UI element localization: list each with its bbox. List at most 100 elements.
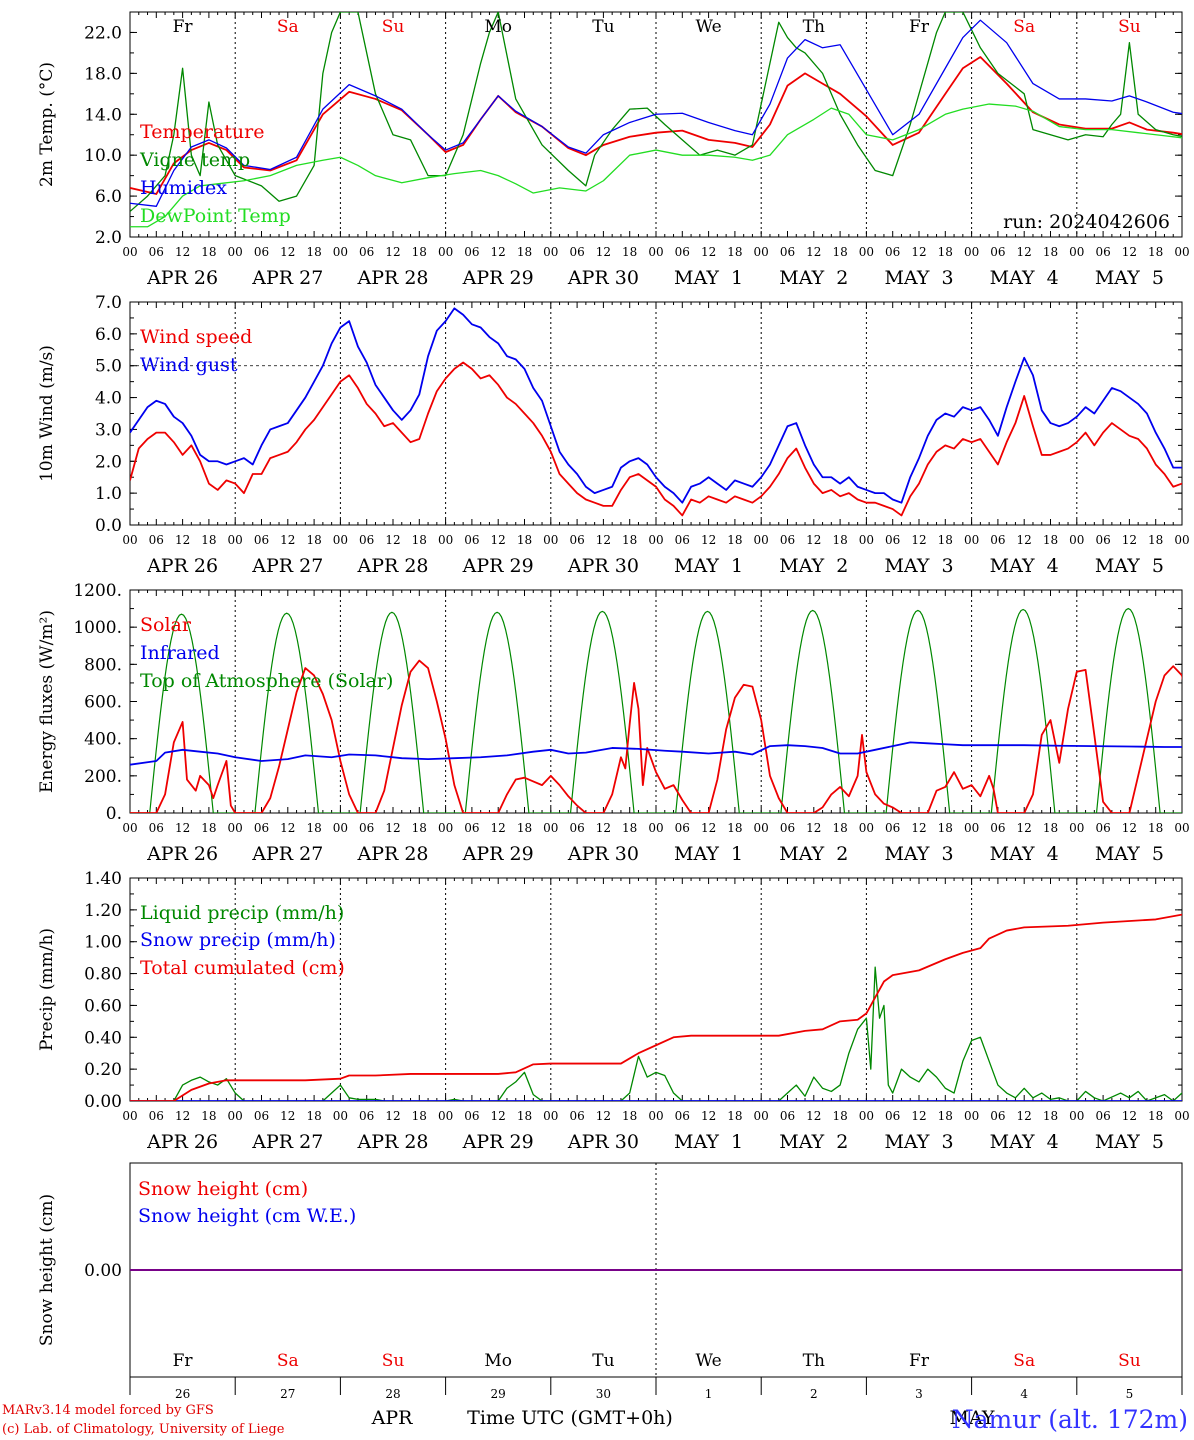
hour-tick-label: 18 [517, 821, 532, 835]
y-tick-label: 1.20 [84, 901, 122, 921]
hour-tick-label: 12 [596, 533, 611, 547]
hour-tick-label: 12 [1017, 245, 1032, 259]
hour-tick-label: 12 [175, 533, 190, 547]
hour-tick-label: 06 [569, 821, 584, 835]
time-axis-title: Time UTC (GMT+0h) [467, 1407, 673, 1429]
hour-tick-label: 00 [964, 533, 979, 547]
hour-tick-label: 06 [1095, 1109, 1110, 1123]
day-name-label: Sa [1013, 1351, 1035, 1371]
hour-tick-label: 18 [938, 245, 953, 259]
hour-tick-label: 06 [780, 821, 795, 835]
day-name-label: Tu [592, 1351, 614, 1371]
hour-tick-label: 18 [1148, 1109, 1163, 1123]
series-line-3 [130, 19, 1182, 207]
date-label: APR 27 [251, 555, 323, 577]
hour-tick-label: 06 [675, 533, 690, 547]
hour-tick-label: 06 [149, 1109, 164, 1123]
run-label: run: 2024042606 [1003, 211, 1170, 233]
hour-tick-label: 06 [254, 821, 269, 835]
hour-tick-label: 00 [333, 1109, 348, 1123]
y-tick-label: 1200. [73, 581, 122, 601]
y-axis-label: 10m Wind (m/s) [37, 345, 57, 482]
day-name-label: Mo [484, 1351, 512, 1371]
hour-tick-label: 06 [254, 1109, 269, 1123]
hour-tick-label: 18 [938, 821, 953, 835]
day-number-label: 1 [705, 1387, 713, 1401]
lab-credit: (c) Lab. of Climatology, University of L… [2, 1422, 285, 1437]
hour-tick-label: 18 [832, 245, 847, 259]
legend-entry: Total cumulated (cm) [140, 957, 345, 979]
hour-tick-label: 18 [1148, 245, 1163, 259]
day-number-label: 5 [1126, 1387, 1134, 1401]
hour-tick-label: 00 [543, 1109, 558, 1123]
hour-tick-label: 00 [648, 1109, 663, 1123]
y-tick-label: 1.40 [84, 869, 122, 889]
hour-tick-label: 18 [201, 821, 216, 835]
legend-entry-toa: Top of Atmosphere (Solar) [140, 670, 393, 692]
day-name-label: Su [382, 17, 405, 37]
hour-tick-label: 12 [385, 821, 400, 835]
panel-3: 00 06 12 18 00 06 12 18 00 06 12 18 00 06 12 18 00 06 12 18… [37, 581, 1190, 865]
model-credit: MARv3.14 model forced by GFS [2, 1403, 214, 1418]
hour-tick-label: 18 [517, 1109, 532, 1123]
hour-tick-label: 00 [754, 245, 769, 259]
y-tick-label: 5.0 [95, 357, 122, 377]
series-line-2 [130, 741, 1182, 766]
legend-entry: Wind gust [140, 354, 238, 376]
hour-tick-label: 12 [911, 245, 926, 259]
hour-tick-label: 12 [701, 1109, 716, 1123]
date-label: APR 29 [462, 555, 534, 577]
date-label: APR 30 [567, 843, 639, 865]
hour-tick-label: 12 [701, 821, 716, 835]
hour-tick-label: 06 [780, 533, 795, 547]
hour-tick-label: 06 [464, 821, 479, 835]
y-tick-label: 1.0 [95, 484, 122, 504]
y-tick-label: 600. [84, 693, 122, 713]
hour-tick-label: 12 [701, 245, 716, 259]
hour-tick-label: 12 [280, 1109, 295, 1123]
hour-tick-label: 12 [385, 1109, 400, 1123]
hour-tick-label: 18 [412, 245, 427, 259]
day-number-label: 28 [385, 1387, 400, 1401]
hour-tick-label: 18 [727, 245, 742, 259]
date-label: APR 30 [567, 267, 639, 289]
y-tick-label: 1.00 [84, 933, 122, 953]
y-tick-label: 0.80 [84, 965, 122, 985]
hour-tick-label: 18 [306, 1109, 321, 1123]
day-number-label: 26 [175, 1387, 190, 1401]
date-label: MAY 5 [1095, 267, 1164, 289]
hour-tick-label: 00 [859, 1109, 874, 1123]
date-label: MAY 1 [674, 843, 743, 865]
hour-tick-label: 12 [385, 533, 400, 547]
hour-tick-label: 12 [280, 533, 295, 547]
hour-tick-label: 00 [1069, 245, 1084, 259]
hour-tick-label: 12 [911, 533, 926, 547]
legend-entry: Wind speed [140, 326, 252, 348]
y-axis-label: Precip (mm/h) [37, 928, 57, 1051]
hour-tick-label: 00 [754, 1109, 769, 1123]
hour-tick-label: 06 [885, 245, 900, 259]
hour-tick-label: 06 [569, 1109, 584, 1123]
day-number-label: 2 [810, 1387, 818, 1401]
hour-tick-label: 18 [832, 821, 847, 835]
hour-tick-label: 00 [964, 1109, 979, 1123]
day-name-label: Fr [909, 17, 930, 37]
date-label: APR 29 [462, 267, 534, 289]
hour-tick-label: 00 [543, 245, 558, 259]
date-label: APR 28 [356, 1131, 428, 1153]
hour-tick-label: 18 [517, 245, 532, 259]
date-label: MAY 5 [1095, 843, 1164, 865]
day-number-label: 4 [1020, 1387, 1028, 1401]
hour-tick-label: 12 [596, 1109, 611, 1123]
hour-tick-label: 06 [359, 1109, 374, 1123]
hour-tick-label: 18 [1043, 1109, 1058, 1123]
hour-tick-label: 12 [701, 533, 716, 547]
hour-tick-label: 06 [149, 821, 164, 835]
day-name-label: Fr [173, 1351, 194, 1371]
footer: MARv3.14 model forced by GFS (c) Lab. of… [2, 1403, 1188, 1437]
y-tick-label: 7.0 [95, 293, 122, 313]
hour-tick-label: 00 [228, 245, 243, 259]
hour-tick-label: 18 [201, 533, 216, 547]
day-name-label: Sa [1013, 17, 1035, 37]
hour-tick-label: 00 [754, 821, 769, 835]
